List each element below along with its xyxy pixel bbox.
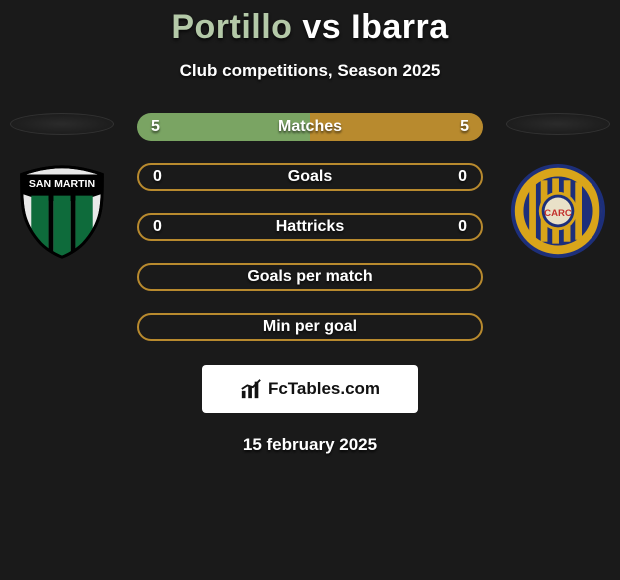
stat-label-matches: Matches (278, 118, 342, 136)
team2-side: CARC (502, 113, 614, 259)
player1-slot-ellipse (10, 113, 114, 135)
page-title: Portillo vs Ibarra (0, 8, 620, 47)
stat-row-matches: Matches 5 5 (137, 113, 483, 141)
team1-side: SAN MARTIN (6, 113, 118, 259)
title-vs: vs (302, 8, 341, 46)
stat-rows: Matches 5 5 Goals 0 0 Hattricks 0 0 Goals per mat… (137, 113, 483, 341)
san-martin-crest-icon: SAN MARTIN (14, 163, 110, 259)
stat-goals-right-value: 0 (458, 165, 467, 189)
stat-label-goals: Goals (288, 168, 332, 186)
stat-row-hattricks: Hattricks 0 0 (137, 213, 483, 241)
stat-row-gpm: Goals per match (137, 263, 483, 291)
player2-slot-ellipse (506, 113, 610, 135)
stat-matches-left-value: 5 (151, 113, 160, 141)
stat-matches-right-value: 5 (460, 113, 469, 141)
bar-chart-icon (240, 378, 262, 400)
stat-label-gpm: Goals per match (247, 268, 372, 286)
stat-hattricks-right-value: 0 (458, 215, 467, 239)
player2-name: Ibarra (351, 8, 449, 46)
team2-badge: CARC (510, 163, 606, 259)
team1-badge: SAN MARTIN (14, 163, 110, 259)
player1-name: Portillo (171, 8, 292, 46)
fctables-logo-text: FcTables.com (268, 379, 380, 399)
subtitle: Club competitions, Season 2025 (0, 61, 620, 81)
stat-row-goals: Goals 0 0 (137, 163, 483, 191)
stat-goals-left-value: 0 (153, 165, 162, 189)
rosario-central-crest-icon: CARC (510, 163, 606, 259)
stat-label-mpg: Min per goal (263, 318, 357, 336)
root: Portillo vs Ibarra Club competitions, Se… (0, 0, 620, 455)
stat-row-mpg: Min per goal (137, 313, 483, 341)
fctables-logo[interactable]: FcTables.com (202, 365, 418, 413)
team2-badge-text: CARC (544, 208, 572, 219)
team1-badge-text: SAN MARTIN (29, 178, 95, 190)
stat-hattricks-left-value: 0 (153, 215, 162, 239)
comparison-stage: SAN MARTIN (0, 113, 620, 455)
stat-label-hattricks: Hattricks (276, 218, 344, 236)
match-date: 15 february 2025 (0, 435, 620, 455)
